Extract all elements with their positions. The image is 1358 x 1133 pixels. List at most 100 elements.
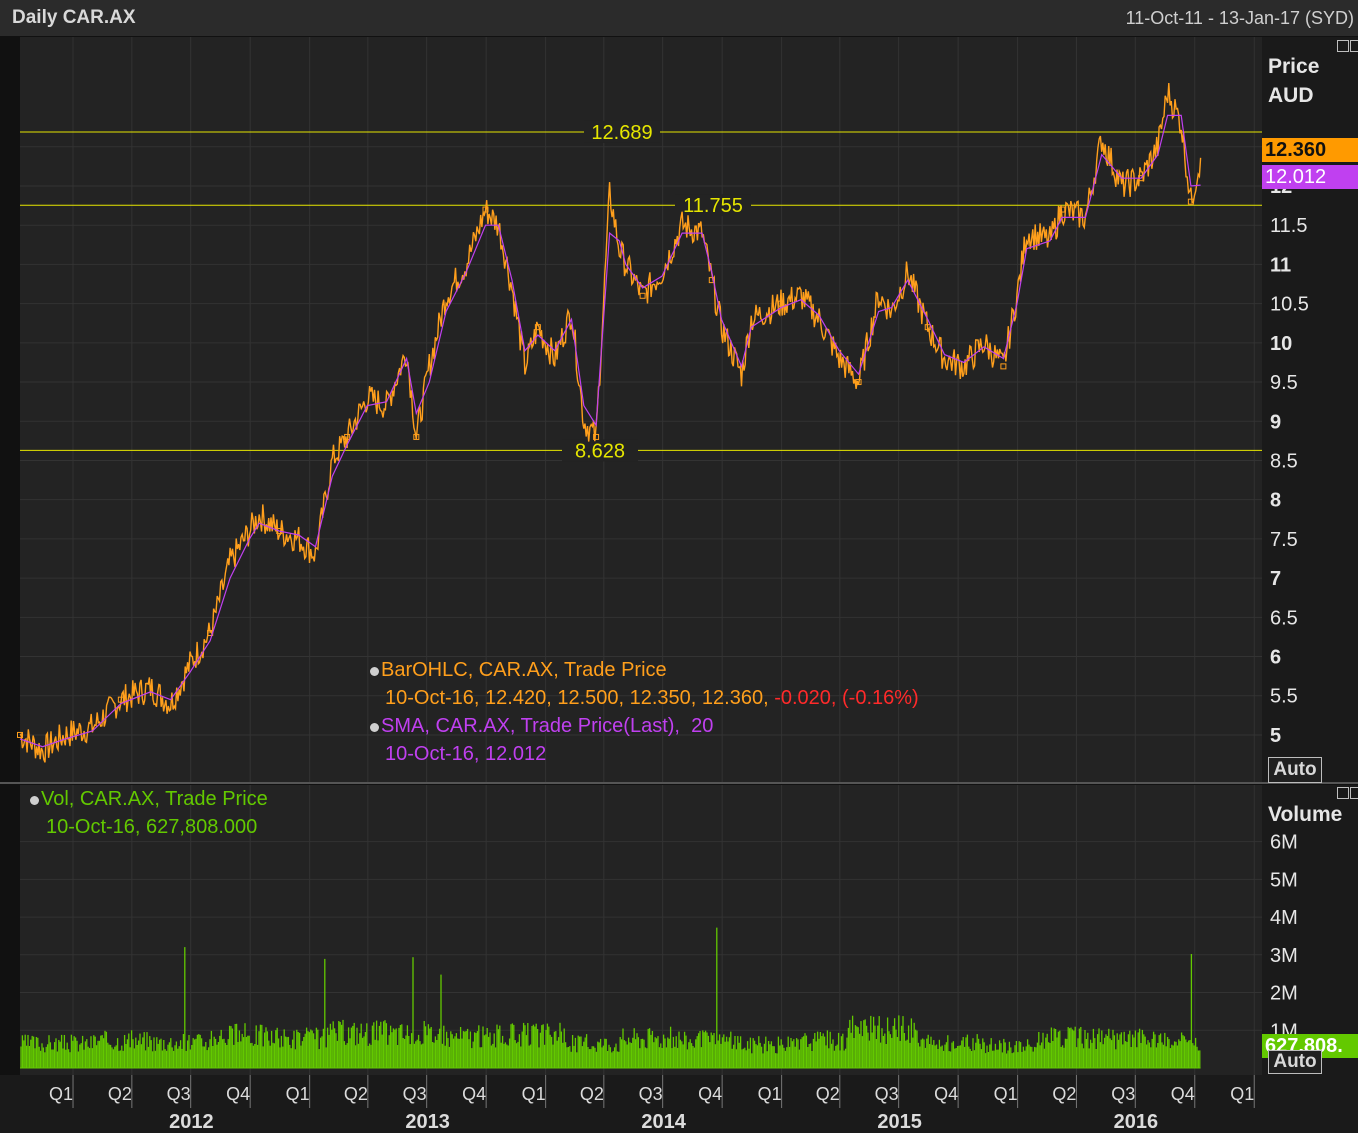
quarter-label: Q3 <box>1111 1084 1135 1104</box>
price-marker <box>1059 206 1066 213</box>
sma-legend-icon[interactable] <box>370 723 379 732</box>
price-marker <box>17 731 23 738</box>
level-label-bg <box>562 439 638 462</box>
year-label: 2013 <box>405 1111 450 1133</box>
price-tick-label: 11 <box>1270 254 1291 276</box>
ohlc-legend[interactable]: BarOHLC, CAR.AX, Trade Price <box>370 659 667 682</box>
volume-tick-label: 2M <box>1270 983 1298 1005</box>
sma-legend-values: 10-Oct-16, 12.012 <box>385 743 547 765</box>
price-series-line <box>19 82 1202 763</box>
quarter-label: Q4 <box>934 1084 958 1104</box>
year-label: 2015 <box>877 1111 922 1133</box>
sma-legend-title: SMA, CAR.AX, Trade Price(Last), 20 <box>381 715 714 737</box>
level-label: 11.755 <box>683 195 743 217</box>
ohlc-legend-icon[interactable] <box>370 667 379 676</box>
year-label: 2014 <box>641 1111 686 1133</box>
ohlc-legend-values: 10-Oct-16, 12.420, 12.500, 12.350, 12.36… <box>385 687 919 710</box>
price-marker <box>534 324 541 331</box>
price-tick-label: 6.5 <box>1270 607 1298 629</box>
volume-tick-label: 3M <box>1270 945 1298 967</box>
price-axis-title: Price <box>1268 55 1320 78</box>
price-tick-label: 11.5 <box>1270 215 1307 237</box>
volume-tick-label: 6M <box>1270 832 1298 854</box>
last-price-tag: 12.360 <box>1262 138 1358 162</box>
quarter-label: Q1 <box>1230 1084 1254 1104</box>
price-marker <box>708 277 715 284</box>
volume-plot-area[interactable] <box>20 785 1262 1075</box>
price-axis-unit: AUD <box>1268 84 1314 107</box>
quarter-label: Q3 <box>639 1084 663 1104</box>
level-label: 8.628 <box>575 440 625 462</box>
price-marker <box>639 292 646 299</box>
price-marker <box>344 433 351 440</box>
quarter-label: Q1 <box>49 1084 73 1104</box>
quarter-label: Q4 <box>698 1084 722 1104</box>
volume-auto-scale-button[interactable]: Auto <box>1268 1050 1322 1074</box>
year-label: 2012 <box>169 1111 214 1133</box>
price-marker <box>924 324 931 331</box>
price-tick-label: 5 <box>1270 725 1281 747</box>
quarter-label: Q2 <box>580 1084 604 1104</box>
quarter-label: Q4 <box>462 1084 486 1104</box>
price-marker <box>482 206 489 213</box>
volume-legend-title: Vol, CAR.AX, Trade Price <box>41 788 268 810</box>
volume-legend-icon[interactable] <box>30 796 39 805</box>
price-marker <box>413 433 420 440</box>
price-tick-label: 5.5 <box>1270 686 1298 708</box>
quarter-label: Q1 <box>522 1084 546 1104</box>
price-tick-label: 9 <box>1270 411 1281 433</box>
quarter-label: Q3 <box>875 1084 899 1104</box>
date-range: 11-Oct-11 - 13-Jan-17 (SYD) <box>1125 8 1354 28</box>
price-marker <box>117 696 124 703</box>
price-marker <box>593 433 600 440</box>
price-tick-label: 10 <box>1270 333 1292 355</box>
ohlc-values-text: 10-Oct-16, 12.420, 12.500, 12.350, 12.36… <box>385 687 775 709</box>
sma-series-line <box>19 114 1201 748</box>
ohlc-change-text: -0.020, (-0.16%) <box>774 687 919 709</box>
quarter-label: Q1 <box>286 1084 310 1104</box>
price-plot-area[interactable] <box>20 37 1262 782</box>
quarter-label: Q3 <box>403 1084 427 1104</box>
price-tick-label: 9.5 <box>1270 372 1298 394</box>
volume-axis-panel[interactable] <box>1262 785 1358 1075</box>
volume-tick-label: 5M <box>1270 869 1298 891</box>
quarter-label: Q2 <box>1052 1084 1076 1104</box>
price-tick-label: 6 <box>1270 647 1281 669</box>
price-marker <box>1000 363 1007 370</box>
quarter-label: Q2 <box>108 1084 132 1104</box>
quarter-label: Q1 <box>994 1084 1018 1104</box>
quarter-label: Q2 <box>344 1084 368 1104</box>
chart-title: Daily CAR.AX <box>12 7 136 28</box>
sma-legend[interactable]: SMA, CAR.AX, Trade Price(Last), 20 <box>370 715 713 738</box>
time-axis-panel <box>0 1075 1358 1133</box>
title-bar: Daily CAR.AX 11-Oct-11 - 13-Jan-17 (SYD) <box>0 0 1358 36</box>
year-label: 2016 <box>1114 1111 1159 1133</box>
quarter-label: Q1 <box>758 1084 782 1104</box>
level-label: 12.689 <box>591 122 652 144</box>
sma-value-tag: 12.012 <box>1262 165 1358 189</box>
price-marker <box>1187 198 1194 205</box>
volume-panel-maximize-icon[interactable] <box>1337 787 1349 799</box>
price-tick-label: 8 <box>1270 490 1281 512</box>
price-auto-scale-button[interactable]: Auto <box>1268 757 1322 783</box>
volume-panel-close-icon[interactable] <box>1350 787 1358 799</box>
quarter-label: Q3 <box>167 1084 191 1104</box>
level-label-bg <box>584 120 660 143</box>
volume-legend[interactable]: Vol, CAR.AX, Trade Price <box>30 788 268 811</box>
volume-axis-title: Volume <box>1268 803 1343 826</box>
price-panel-close-icon[interactable] <box>1350 40 1358 52</box>
price-tick-label: 8.5 <box>1270 450 1298 472</box>
price-panel-maximize-icon[interactable] <box>1337 40 1349 52</box>
price-tick-label: 10.5 <box>1270 294 1309 316</box>
price-tick-label: 7.5 <box>1270 529 1298 551</box>
volume-legend-values: 10-Oct-16, 627,808.000 <box>46 816 258 838</box>
price-marker <box>855 379 862 386</box>
price-tick-label: 7 <box>1270 568 1281 590</box>
level-label-bg <box>675 194 751 217</box>
volume-tick-label: 4M <box>1270 907 1298 929</box>
quarter-label: Q4 <box>1171 1084 1195 1104</box>
quarter-label: Q4 <box>226 1084 250 1104</box>
quarter-label: Q2 <box>816 1084 840 1104</box>
price-marker <box>777 300 784 307</box>
